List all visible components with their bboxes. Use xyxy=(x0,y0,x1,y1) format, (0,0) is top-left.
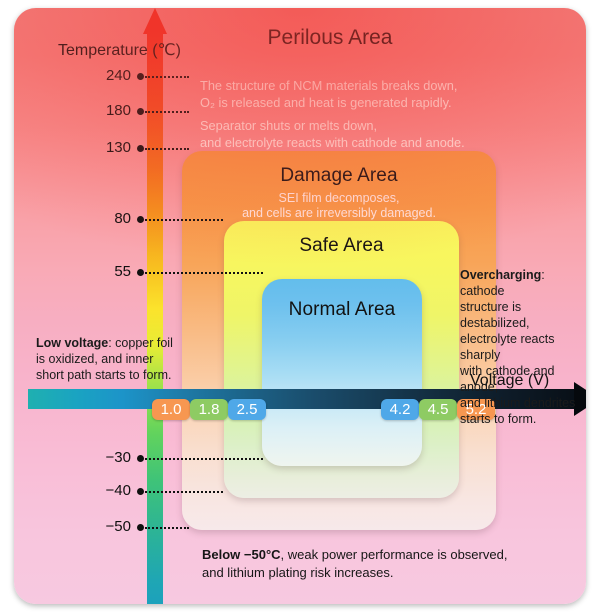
temperature-tick-dot-icon xyxy=(137,216,144,223)
temperature-tick-label: 55 xyxy=(114,263,131,280)
temperature-tick-label: −30 xyxy=(105,449,131,466)
annotation-low-voltage: Low voltage: copper foil is oxidized, an… xyxy=(36,335,173,383)
temperature-tick-dotted-line xyxy=(145,490,223,493)
region-perilous-title: Perilous Area xyxy=(267,26,393,49)
annotation-overcharging-lead: Overcharging xyxy=(460,268,542,282)
temperature-tick-dot-icon xyxy=(137,455,144,462)
diagram-panel: Damage Area SEI film decomposes, and cel… xyxy=(14,8,586,604)
region-normal-area: Normal Area xyxy=(262,279,422,466)
voltage-badge: 1.8 xyxy=(190,399,228,420)
temperature-tick-label: 180 xyxy=(105,102,131,119)
annotation-overcharging: Overcharging: cathode structure is desta… xyxy=(460,267,586,427)
annotation-low-voltage-body: : copper foil is oxidized, and inner sho… xyxy=(36,336,173,382)
temperature-tick-label: −50 xyxy=(105,518,131,535)
temperature-axis-title: Temperature (℃) xyxy=(58,42,181,59)
temperature-axis-bar xyxy=(147,26,163,604)
temperature-tick-dotted-line xyxy=(145,271,263,274)
region-safe-title: Safe Area xyxy=(299,235,384,256)
region-normal-title: Normal Area xyxy=(288,299,396,320)
temperature-tick-label: −40 xyxy=(105,482,131,499)
temperature-tick-dotted-line xyxy=(145,218,223,221)
voltage-axis-arrow-icon xyxy=(574,382,586,416)
perilous-note-structure-breakdown: The structure of NCM materials breaks do… xyxy=(200,78,458,110)
voltage-badge: 4.5 xyxy=(419,399,457,420)
voltage-badge: 2.5 xyxy=(228,399,266,420)
temperature-tick-dotted-line xyxy=(145,457,263,460)
temperature-tick-dot-icon xyxy=(137,488,144,495)
region-damage-title: Damage Area xyxy=(280,165,398,186)
temperature-tick-dotted-line xyxy=(145,110,189,113)
voltage-badge: 4.2 xyxy=(381,399,419,420)
temperature-tick-dot-icon xyxy=(137,269,144,276)
temperature-tick-dotted-line xyxy=(145,147,189,150)
voltage-badge: 1.0 xyxy=(152,399,190,420)
voltage-badge: 5.2 xyxy=(457,399,495,420)
temperature-tick-label: 130 xyxy=(105,139,131,156)
temperature-tick-dot-icon xyxy=(137,108,144,115)
temperature-tick-dotted-line xyxy=(145,526,189,529)
annotation-overcharging-body: : cathode structure is destabilized, ele… xyxy=(460,268,576,426)
annotation-low-voltage-lead: Low voltage xyxy=(36,336,109,350)
voltage-axis-title: Voltage (V) xyxy=(470,372,550,389)
annotation-low-temperature: Below −50°C, weak power performance is o… xyxy=(202,546,507,582)
temperature-tick-dot-icon xyxy=(137,145,144,152)
perilous-note-separator-melt: Separator shuts or melts down, and elect… xyxy=(200,118,465,150)
temperature-tick-dotted-line xyxy=(145,75,189,78)
region-damage-subtitle: SEI film decomposes, and cells are irrev… xyxy=(242,191,436,220)
temperature-tick-dot-icon xyxy=(137,73,144,80)
temperature-tick-dot-icon xyxy=(137,524,144,531)
temperature-tick-label: 240 xyxy=(105,67,131,84)
temperature-tick-label: 80 xyxy=(114,210,131,227)
annotation-low-temperature-body: , weak power performance is observed, an… xyxy=(202,547,508,580)
annotation-low-temperature-lead: Below −50°C xyxy=(202,547,281,562)
